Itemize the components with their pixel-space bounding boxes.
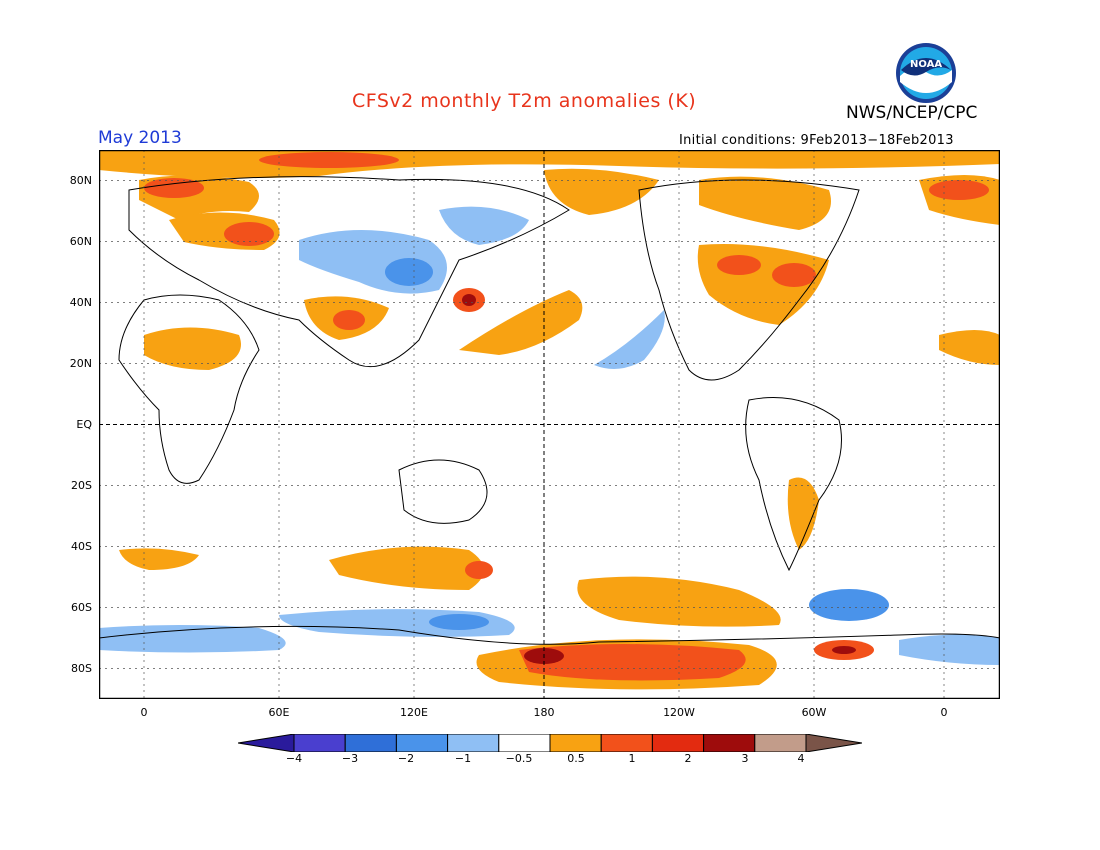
anomaly-east-antarctic-cold	[899, 634, 1000, 665]
colorbar-segment	[344, 733, 397, 753]
chart-title: CFSv2 monthly T2m anomalies (K)	[352, 90, 697, 112]
colorbar-segment	[600, 733, 653, 753]
anomaly-south-atlantic-warm	[119, 548, 199, 570]
colorbar-label-05: 0.5	[567, 752, 585, 765]
lon-label-120w: 120W	[663, 706, 695, 719]
anomaly-japan-hot	[462, 294, 476, 306]
anomaly-russia-hot	[224, 222, 274, 246]
colorbar-segment	[754, 733, 807, 753]
anomaly-quebec-hot	[772, 263, 816, 287]
anomaly-mongolia-cold	[385, 258, 433, 286]
anomaly-arctic-canada-warm	[699, 176, 831, 230]
lat-label-80n: 80N	[69, 174, 92, 187]
colorbar-label-neg05: −0.5	[505, 752, 533, 765]
anomaly-indian-ocean-warm	[329, 546, 484, 590]
lat-label-40s: 40S	[71, 540, 92, 553]
lat-label-60s: 60S	[71, 601, 92, 614]
coast-eurasia	[128, 176, 570, 368]
lat-label-20n: 20N	[69, 357, 92, 370]
anomaly-bellingshausen-cold	[809, 589, 889, 621]
lon-label-60e: 60E	[268, 706, 290, 719]
anomaly-arctic-hot	[259, 152, 399, 168]
lat-label-80s: 80S	[71, 662, 92, 675]
colorbar-upper-extension	[805, 733, 863, 753]
lon-label-120e: 120E	[400, 706, 428, 719]
anomaly-npacific-warm	[459, 290, 583, 355]
noaa-logo-text: NOAA	[910, 59, 943, 70]
colorbar-lower-extension	[237, 733, 295, 753]
lat-label-60n: 60N	[69, 235, 92, 248]
colorbar-segment	[498, 733, 551, 753]
anomaly-arabia-warm	[939, 330, 1000, 365]
anomaly-canada-hot	[717, 255, 761, 275]
agency-label: NWS/NCEP/CPC	[846, 103, 978, 123]
colorbar-segment	[703, 733, 756, 753]
coast-africa	[118, 294, 260, 484]
colorbar-segment	[447, 733, 500, 753]
lon-label-0-east: 0	[940, 706, 948, 719]
colorbar-label-3: 3	[741, 752, 749, 765]
colorbar-label-4: 4	[797, 752, 805, 765]
colorbar-label-2: 2	[684, 752, 692, 765]
lon-label-0: 0	[140, 706, 148, 719]
colorbar-label-neg2: −2	[397, 752, 415, 765]
colorbar-label-neg3: −3	[341, 752, 359, 765]
coast-south-america	[745, 397, 842, 572]
anomaly-argentina-warm	[787, 477, 819, 550]
lon-label-180: 180	[533, 706, 555, 719]
coast-australia	[398, 459, 488, 524]
anomaly-siberia-cold	[439, 206, 529, 245]
anomaly-iran-hot	[333, 310, 365, 330]
anomaly-bering-warm	[544, 168, 659, 215]
anomaly-greenland-hot	[929, 180, 989, 200]
colorbar-segment	[293, 733, 346, 753]
valid-month-label: May 2013	[98, 128, 182, 148]
coast-antarctica	[98, 625, 1001, 645]
colorbar-segment	[549, 733, 602, 753]
noaa-logo: NOAA	[895, 42, 957, 104]
anomaly-sahara-warm	[144, 327, 241, 370]
colorbar-label-1: 1	[628, 752, 636, 765]
coast-north-america	[638, 179, 860, 381]
anomaly-npacific-cold	[594, 310, 665, 369]
initial-conditions-label: Initial conditions: 9Feb2013−18Feb2013	[679, 133, 954, 148]
map-canvas	[98, 149, 1001, 700]
lon-label-60w: 60W	[801, 706, 827, 719]
anomaly-map	[98, 149, 1001, 700]
anomaly-antarctic-cold-west	[99, 625, 286, 653]
colorbar-label-neg4: −4	[285, 752, 303, 765]
lat-label-20s: 20S	[71, 479, 92, 492]
colorbar-segment	[651, 733, 705, 753]
colorbar	[237, 733, 863, 753]
anomaly-ross-sea-hot	[519, 644, 746, 681]
map-frame	[98, 149, 1001, 700]
lat-label-40n: 40N	[69, 296, 92, 309]
colorbar-segment	[395, 733, 449, 753]
anomaly-southern-ocean-cold-core	[429, 614, 489, 630]
anomaly-weddell-core	[832, 646, 856, 654]
anomaly-indian-ocean-hot	[465, 561, 493, 579]
colorbar-label-neg1: −1	[454, 752, 472, 765]
anomaly-europe-hot	[144, 178, 204, 198]
lat-label-eq: EQ	[76, 418, 92, 431]
